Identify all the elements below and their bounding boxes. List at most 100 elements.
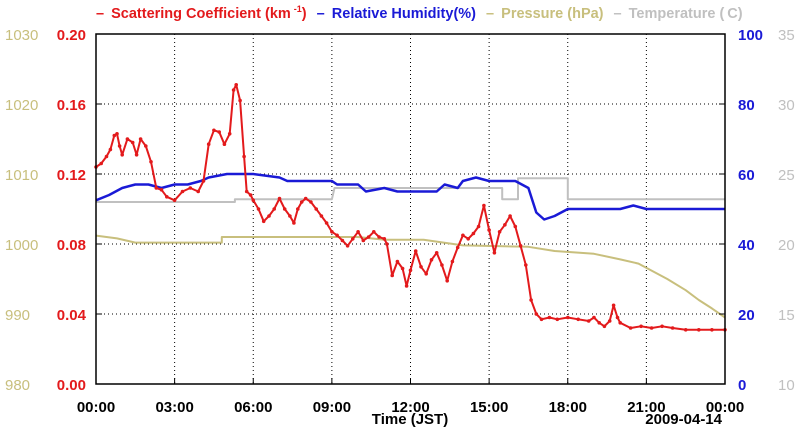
- tick-layer: 00:00 03:00 06:00 09:00 12:00 15:00 18:00 21:00…: [5, 27, 795, 416]
- data-point-scattering: [154, 186, 159, 190]
- data-point-scattering: [335, 233, 339, 238]
- scattering-tick-label: 0.08: [57, 237, 86, 254]
- data-point-scattering: [466, 237, 471, 241]
- series-line-pressure: [95, 234, 726, 319]
- scattering-tick-label: 0.12: [57, 167, 86, 184]
- data-point-scattering: [404, 284, 409, 288]
- temperature-tick-label: 30: [778, 97, 795, 114]
- data-point-scattering: [524, 263, 528, 267]
- data-point-scattering: [144, 144, 148, 148]
- humidity-tick-label: 60: [738, 167, 755, 184]
- data-point-scattering: [602, 324, 607, 329]
- data-point-scattering: [165, 195, 169, 199]
- data-point-scattering: [710, 328, 714, 332]
- data-point-scattering: [492, 251, 497, 255]
- data-point-scattering: [390, 273, 395, 278]
- data-point-scattering: [440, 263, 444, 267]
- data-point-scattering: [607, 319, 612, 323]
- data-point-scattering: [196, 189, 200, 194]
- data-point-scattering: [424, 272, 429, 276]
- data-point-scattering: [201, 179, 206, 183]
- data-point-scattering: [319, 214, 324, 218]
- data-point-scattering: [356, 230, 360, 234]
- data-point-scattering: [112, 133, 117, 138]
- data-point-scattering: [309, 200, 313, 204]
- pressure-tick-label: 1020: [5, 97, 38, 114]
- data-point-scattering: [450, 259, 455, 264]
- data-point-scattering: [330, 230, 334, 234]
- data-point-scattering: [159, 188, 164, 192]
- data-point-scattering: [299, 200, 304, 204]
- data-point-scattering: [256, 207, 261, 211]
- data-point-scattering: [134, 153, 139, 157]
- pressure-tick-label: 1000: [5, 237, 38, 254]
- data-point-scattering: [400, 266, 405, 271]
- data-point-scattering: [482, 203, 486, 208]
- legend: – Scattering Coefficient (km -1) – Relati…: [96, 4, 749, 22]
- temperature-tick-label: 15: [778, 307, 795, 324]
- grid: [96, 34, 725, 384]
- data-point-scattering: [125, 137, 130, 141]
- data-point-scattering: [649, 326, 654, 330]
- data-point-scattering: [366, 235, 371, 239]
- pressure-tick-label: 1010: [5, 167, 38, 184]
- data-point-scattering: [244, 189, 249, 194]
- data-point-scattering: [683, 328, 688, 332]
- data-point-scattering: [660, 324, 664, 329]
- data-point-scattering: [108, 147, 113, 152]
- data-point-scattering: [471, 231, 476, 236]
- x-tick-label: 00:00: [706, 399, 744, 416]
- data-point-scattering: [534, 312, 539, 316]
- data-point-scattering: [697, 328, 701, 332]
- data-point-scattering: [272, 207, 277, 211]
- data-point-scattering: [324, 221, 329, 225]
- data-point-scattering: [508, 214, 512, 218]
- data-point-scattering: [408, 268, 413, 273]
- data-point-scattering: [434, 251, 439, 255]
- temperature-tick-label: 25: [778, 167, 795, 184]
- data-point-scattering: [227, 132, 232, 136]
- data-point-scattering: [130, 140, 135, 145]
- data-point-scattering: [586, 319, 591, 323]
- series-line-temperature: [96, 177, 725, 203]
- data-point-scattering: [611, 303, 616, 308]
- data-point-scattering: [115, 132, 119, 136]
- data-point-scattering: [303, 196, 308, 201]
- data-point-scattering: [529, 298, 533, 302]
- data-point-scattering: [282, 207, 287, 211]
- x-tick-label: 09:00: [313, 399, 351, 416]
- humidity-tick-label: 40: [738, 237, 755, 254]
- data-point-scattering: [180, 189, 185, 194]
- data-point-scattering: [222, 142, 227, 146]
- data-point-scattering: [395, 259, 400, 264]
- data-point-scattering: [639, 324, 643, 329]
- data-point-scattering: [628, 326, 633, 330]
- data-point-scattering: [670, 326, 675, 330]
- data-point-scattering: [413, 249, 418, 253]
- legend-scattering: – Scattering Coefficient (km -1): [96, 4, 307, 22]
- data-point-scattering: [476, 224, 481, 229]
- data-point-scattering: [104, 154, 109, 159]
- data-point-scattering: [138, 137, 143, 141]
- data-point-scattering: [503, 223, 507, 227]
- data-point-scattering: [212, 128, 216, 133]
- date-label: 2009-04-14: [645, 411, 722, 428]
- scattering-tick-label: 0.04: [57, 307, 87, 324]
- data-point-scattering: [361, 238, 366, 243]
- data-point-scattering: [149, 160, 153, 164]
- legend-pressure: – Pressure (hPa): [486, 5, 604, 22]
- data-point-scattering: [248, 193, 253, 197]
- x-tick-label: 00:00: [77, 399, 115, 416]
- data-point-scattering: [217, 130, 221, 134]
- data-point-scattering: [251, 198, 256, 203]
- data-point-scattering: [487, 228, 491, 232]
- series-line-humidity: [95, 172, 725, 221]
- data-point-scattering: [242, 154, 246, 159]
- x-tick-label: 21:00: [627, 399, 665, 416]
- data-point-scattering: [261, 219, 266, 224]
- scattering-tick-label: 0.00: [57, 377, 86, 394]
- humidity-tick-label: 0: [738, 377, 746, 394]
- data-point-scattering: [429, 258, 434, 262]
- data-point-scattering: [267, 214, 271, 218]
- data-point-scattering: [238, 98, 242, 103]
